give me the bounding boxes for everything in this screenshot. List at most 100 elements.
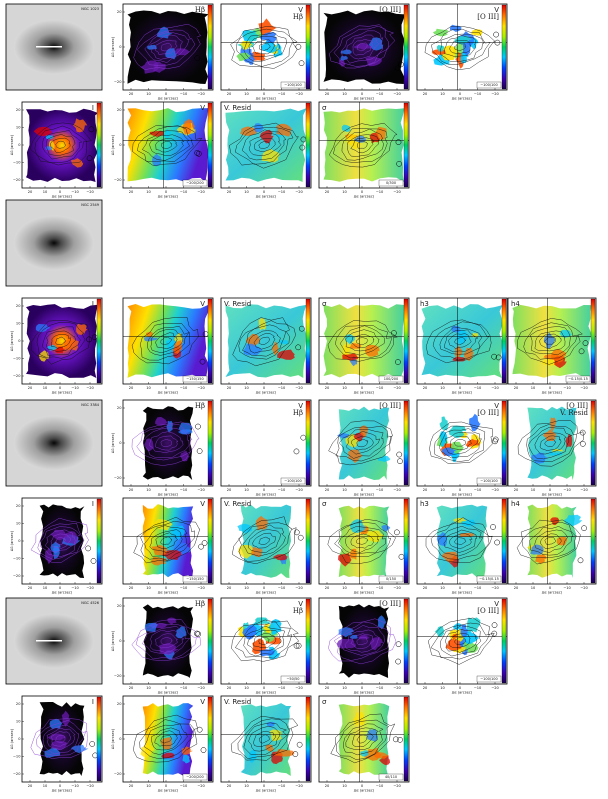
contour-line xyxy=(258,141,270,150)
marker-circle xyxy=(495,354,502,361)
x-axis-label: Δα (arcsec) xyxy=(354,591,375,595)
sparse-emission-patch xyxy=(441,45,458,61)
panel-label: Hβ xyxy=(195,600,205,608)
x-tick-label: −20 xyxy=(295,686,303,690)
contour-line xyxy=(357,141,368,149)
contour-line xyxy=(141,626,191,656)
colorbar xyxy=(208,697,212,781)
x-tick-label: 20 xyxy=(325,190,330,194)
x-tick-label: 10 xyxy=(531,488,536,492)
x-tick-label: 10 xyxy=(244,586,249,590)
panel-plot-area xyxy=(22,498,102,584)
contour-line xyxy=(253,632,277,648)
panel-label: [O III] xyxy=(379,6,401,14)
panel-label: V xyxy=(200,300,205,308)
marker-circle xyxy=(86,155,93,162)
contour-line xyxy=(356,734,368,744)
x-tick-label: −20 xyxy=(491,386,499,390)
x-tick-label: 10 xyxy=(440,488,445,492)
colorbar-frame xyxy=(501,4,507,90)
y-axis-label: Δδ (arcsec) xyxy=(10,134,14,155)
contour-line xyxy=(46,727,76,751)
contour-line xyxy=(258,734,270,744)
map-field xyxy=(26,108,98,182)
x-axis-label: Δα (arcsec) xyxy=(256,493,277,497)
marker-circle xyxy=(299,144,306,151)
contour-line xyxy=(449,533,473,549)
contour-line xyxy=(327,320,398,362)
panel-plot-area xyxy=(22,696,102,782)
map-feature-blob xyxy=(377,615,387,630)
panel-frame xyxy=(318,297,410,385)
y-tick-label: −10 xyxy=(13,755,21,759)
contour-line xyxy=(238,522,293,562)
contour-line xyxy=(243,722,288,755)
marker-circle xyxy=(295,344,302,351)
marker-circle xyxy=(85,545,92,552)
contour-line xyxy=(151,727,182,751)
range-box-label: −150/150 xyxy=(186,377,203,381)
x-axis-label: Δα (arcsec) xyxy=(354,97,375,101)
x-tick-label: 0 xyxy=(263,92,266,96)
map-feature-blob xyxy=(243,343,263,356)
contour-line xyxy=(232,317,296,367)
slit-marker xyxy=(36,46,62,48)
contour-line xyxy=(534,529,568,553)
panel-label: V xyxy=(494,600,499,608)
colorbar xyxy=(97,299,101,383)
panel-sublabel: Hβ xyxy=(293,607,303,615)
y-tick-label: −20 xyxy=(13,178,21,182)
range-box-label: −100/100 xyxy=(284,479,301,483)
contour-line xyxy=(230,716,299,761)
panel-label: V xyxy=(298,600,303,608)
panel-r3-p4: h3 20 10 0 −10 −20 Δα (arcsec) xyxy=(416,297,508,395)
map-feature-blob xyxy=(175,626,187,639)
map-feature-blob xyxy=(182,120,192,135)
contour-line xyxy=(329,24,396,69)
contour-line xyxy=(160,735,172,744)
contour-line xyxy=(143,723,188,755)
map-feature-blob xyxy=(348,449,363,463)
panel-label: h3 xyxy=(420,300,429,308)
colorbar-frame xyxy=(207,102,213,188)
map-feature-blob xyxy=(144,622,158,633)
colorbar-frame xyxy=(305,696,311,782)
panel-label: V. Resid xyxy=(224,300,251,308)
x-tick-label: 20 xyxy=(514,488,519,492)
range-box xyxy=(476,675,502,683)
panel-r0-p4: V[O III] −100/100 20 10 0 −10 −20 Δα (arcsec) xyxy=(416,3,508,101)
marker-circle xyxy=(295,642,302,649)
range-box xyxy=(182,179,208,187)
panel-frame xyxy=(5,3,103,91)
marker-circle xyxy=(298,325,305,332)
panel-frame xyxy=(122,297,214,385)
y-tick-label: −20 xyxy=(13,374,21,378)
panel-r4-p2: VHβ −100/100 20 10 0 −10 −20 Δα (arcsec) xyxy=(220,399,312,497)
y-axis-label: Δδ (arcsec) xyxy=(111,432,115,453)
y-tick-label: 20 xyxy=(16,108,21,112)
marker-circle xyxy=(195,423,201,430)
marker-circle xyxy=(297,534,304,541)
x-tick-label: −10 xyxy=(180,784,188,788)
map-feature-blob xyxy=(274,749,295,757)
colorbar xyxy=(208,299,212,383)
map-feature-blob xyxy=(535,554,547,565)
map-feature-blob xyxy=(338,59,346,67)
x-tick-label: 20 xyxy=(129,586,134,590)
map-feature-blob xyxy=(463,347,474,362)
contour-line xyxy=(30,320,91,365)
colorbar xyxy=(306,299,310,383)
colorbar xyxy=(404,103,408,187)
map-field xyxy=(338,505,390,578)
map-feature-blob xyxy=(153,518,173,531)
panel-frame xyxy=(220,101,312,189)
x-axis-label: Δα (arcsec) xyxy=(52,789,73,793)
colorbar xyxy=(208,499,212,583)
range-box xyxy=(378,375,404,383)
range-box-label: 100/200 xyxy=(384,377,399,381)
x-tick-label: 0 xyxy=(165,686,168,690)
contour-line xyxy=(160,42,173,52)
contour-line xyxy=(45,330,77,352)
contour-line xyxy=(516,519,581,565)
galaxy-name-label: NGC 2549 xyxy=(81,203,99,207)
